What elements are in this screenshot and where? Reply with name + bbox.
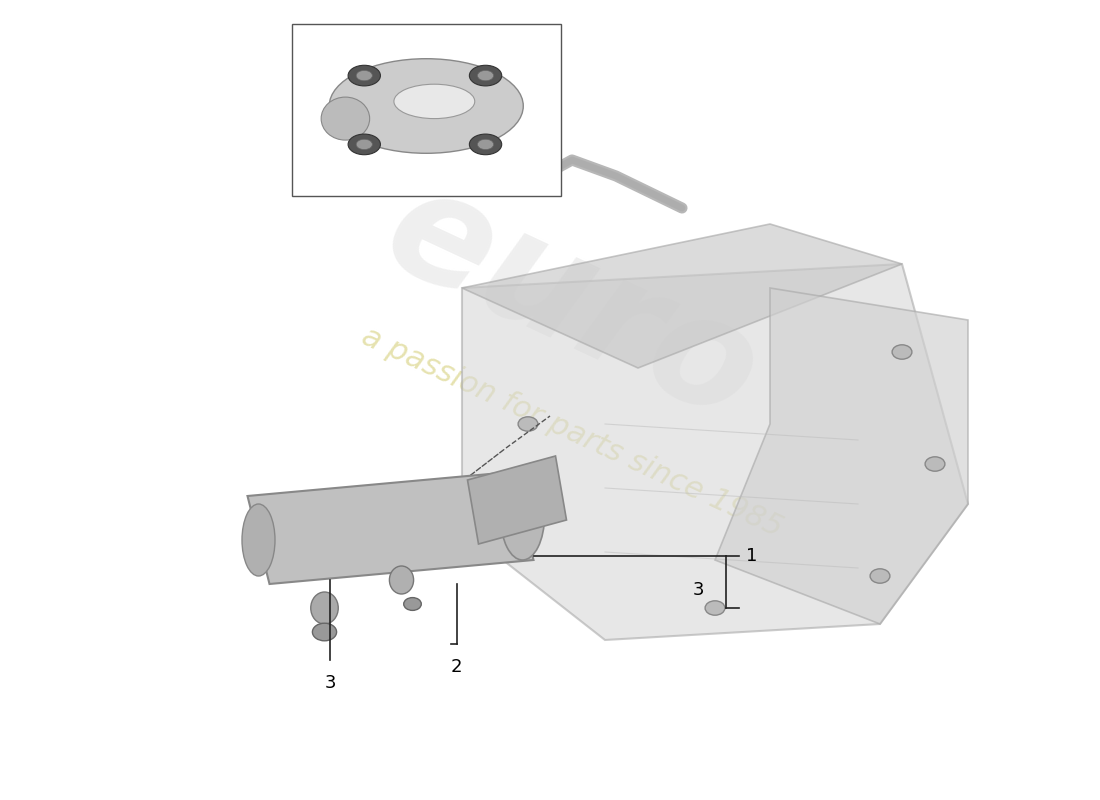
Ellipse shape [356, 139, 372, 150]
Ellipse shape [242, 504, 275, 576]
Ellipse shape [470, 66, 502, 86]
Ellipse shape [518, 417, 538, 431]
Ellipse shape [348, 134, 381, 154]
Ellipse shape [870, 569, 890, 583]
Text: a passion for parts since 1985: a passion for parts since 1985 [358, 322, 786, 542]
Ellipse shape [477, 139, 494, 150]
Ellipse shape [705, 601, 725, 615]
Text: 1: 1 [746, 547, 757, 565]
Polygon shape [715, 288, 968, 624]
Ellipse shape [500, 472, 544, 560]
Ellipse shape [348, 66, 381, 86]
Text: 3: 3 [324, 674, 336, 692]
Ellipse shape [321, 97, 370, 140]
Ellipse shape [312, 623, 337, 641]
Text: euro: euro [363, 154, 781, 454]
Text: 3: 3 [693, 581, 704, 599]
Ellipse shape [925, 457, 945, 471]
Ellipse shape [404, 598, 421, 610]
Ellipse shape [356, 70, 372, 81]
Bar [292, 24, 561, 196]
Ellipse shape [389, 566, 414, 594]
Polygon shape [462, 264, 968, 640]
Ellipse shape [470, 134, 502, 154]
Ellipse shape [329, 58, 524, 154]
Text: 2: 2 [451, 658, 462, 676]
Ellipse shape [477, 70, 494, 81]
Polygon shape [468, 456, 566, 544]
Polygon shape [248, 472, 534, 584]
Ellipse shape [892, 345, 912, 359]
Polygon shape [462, 224, 902, 368]
Ellipse shape [310, 592, 339, 624]
Ellipse shape [394, 84, 475, 118]
